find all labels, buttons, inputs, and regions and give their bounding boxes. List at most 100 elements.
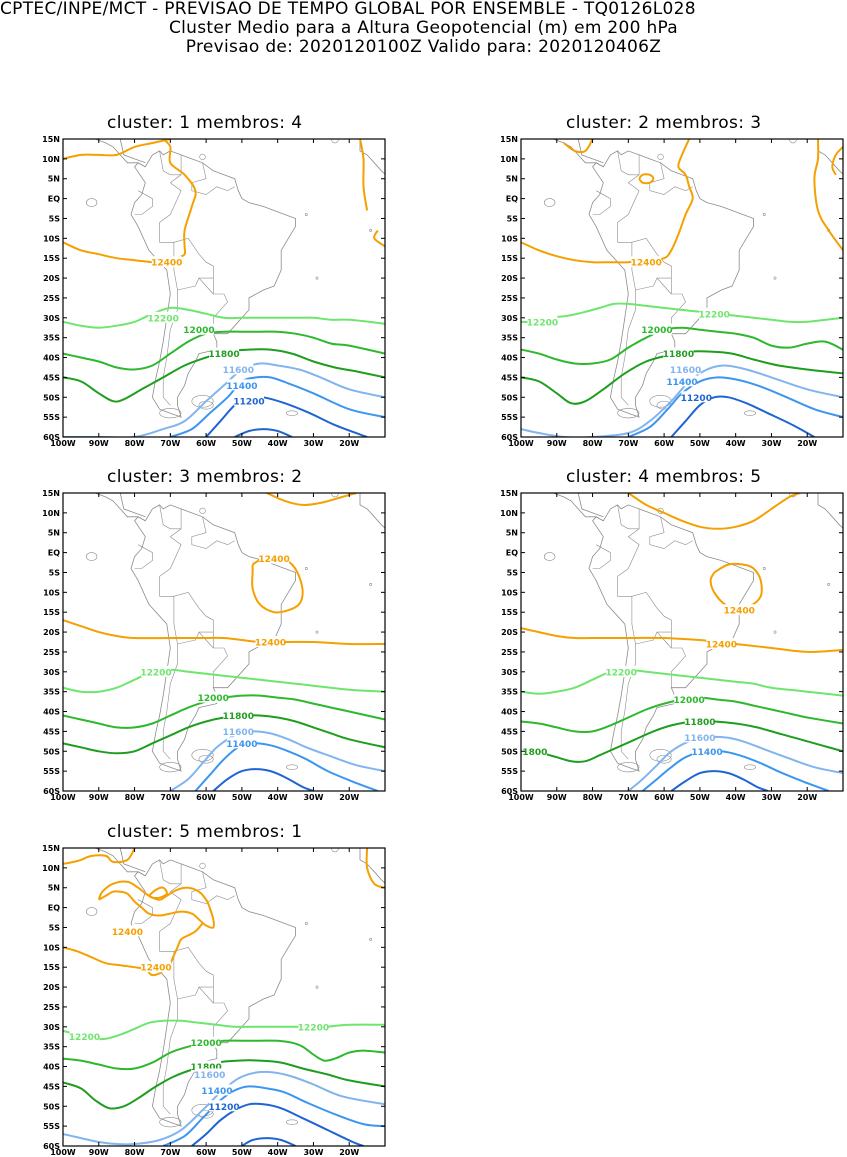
map-panel: 12400 12400 12200 12000 11800 11600 11400 15N 10… (42, 489, 386, 802)
contour-label: 12000 (198, 694, 229, 704)
map-frame (520, 492, 844, 792)
contour-label: 12400 (724, 607, 755, 617)
contour-label: 11200 (233, 398, 264, 408)
island (315, 276, 319, 280)
island (159, 762, 182, 773)
lat-tick-label: 5N (48, 884, 60, 893)
coastline (119, 848, 146, 873)
lon-tick-label: 50W (232, 439, 252, 448)
lat-tick-label: 50S (43, 747, 60, 756)
contour-line-12000 (63, 330, 385, 371)
lat-tick-label: 15N (42, 135, 60, 144)
lat-tick-label: 10N (500, 509, 518, 518)
contour-label: 12200 (148, 314, 179, 324)
lat-tick-label: 50S (43, 393, 60, 402)
contour-label: 11800 (684, 718, 715, 728)
lat-tick-label: 45S (43, 1082, 60, 1091)
lon-tick-label: 30W (761, 439, 781, 448)
island (304, 213, 308, 216)
contour-line-11800 (63, 714, 385, 755)
lon-tick-label: 90W (89, 439, 109, 448)
lat-tick-label: 30S (501, 668, 518, 677)
island (369, 228, 373, 232)
contour-line-12400 (63, 139, 171, 160)
lat-tick-label: 15N (42, 844, 60, 853)
lat-tick-label: 25S (43, 1003, 60, 1012)
contour-line-11200 (670, 770, 769, 791)
contour-line-11400 (627, 376, 843, 437)
contour-label: 11400 (691, 748, 722, 758)
contour-label: 12400 (631, 259, 662, 269)
lon-tick-label: 40W (268, 439, 288, 448)
lat-tick-label: 15S (43, 254, 60, 263)
coastline (130, 150, 296, 418)
lon-tick-label: 60W (196, 1148, 216, 1157)
island (191, 748, 214, 762)
island (773, 276, 777, 280)
map-frame (62, 492, 386, 792)
panel-title: cluster: 2 membros: 3 (566, 113, 762, 133)
contour-line-12200 (63, 306, 385, 329)
contour-label: 11200 (208, 1103, 239, 1113)
lon-tick-label: 100W (50, 793, 76, 802)
lat-tick-label: 45S (43, 727, 60, 736)
country-border (198, 986, 214, 1004)
lat-tick-label: 5S (49, 214, 61, 223)
island (789, 493, 797, 498)
contour-line-12400 (627, 493, 801, 530)
header-line-2: Cluster Medio para a Altura Geopotencial… (168, 18, 679, 38)
contour-line-11600 (169, 730, 385, 791)
lat-tick-label: 55S (501, 413, 518, 422)
lat-tick-label: 35S (43, 688, 60, 697)
contour-line-11800 (63, 348, 385, 403)
contour-label: 11800 (190, 1063, 221, 1073)
contour-line-12400 (373, 229, 385, 248)
lat-tick-label: 10N (42, 864, 60, 873)
lat-tick-label: 60S (501, 433, 518, 442)
lon-tick-label: 60W (654, 439, 674, 448)
contour-label: 12200 (699, 310, 730, 320)
country-border (656, 277, 672, 295)
lon-tick-label: 20W (339, 793, 359, 802)
lon-tick-label: 20W (339, 1148, 359, 1157)
lat-tick-label: 35S (43, 334, 60, 343)
coastline (552, 493, 604, 522)
contour-line-12400 (63, 139, 197, 264)
island (85, 198, 98, 207)
contour-line-12000 (521, 326, 843, 366)
lat-tick-label: 50S (43, 1102, 60, 1111)
contour-label: 12000 (183, 326, 214, 336)
panel-title: cluster: 3 membros: 2 (107, 467, 303, 487)
lat-tick-label: 25S (43, 648, 60, 657)
lat-tick-label: 60S (43, 787, 60, 796)
contour-label: 12200 (140, 668, 171, 678)
lat-tick-label: 10S (43, 943, 60, 952)
lat-tick-label: EQ (48, 195, 60, 204)
contour-label: 12200 (606, 668, 637, 678)
country-border (159, 859, 182, 885)
lat-tick-label: EQ (506, 549, 518, 558)
lon-tick-label: 90W (89, 1148, 109, 1157)
country-border (592, 190, 611, 215)
lat-tick-label: 15N (500, 489, 518, 498)
lat-tick-label: 50S (501, 393, 518, 402)
lon-tick-label: 70W (618, 793, 638, 802)
contour-label: 11600 (670, 366, 701, 376)
contour-line-11200 (234, 428, 293, 437)
contour-label: 12400 (706, 640, 737, 650)
country-border (656, 631, 672, 649)
island (199, 153, 206, 160)
coastline (119, 139, 146, 164)
lon-tick-label: 60W (654, 793, 674, 802)
contour-label: 11600 (223, 366, 254, 376)
contour-line-12000 (521, 696, 843, 734)
map-frame (520, 138, 844, 438)
coastline (130, 504, 296, 772)
country-border (191, 871, 235, 904)
header-line-1: CPTEC/INPE/MCT - PREVISAO DE TEMPO GLOBA… (0, 0, 696, 19)
contour-line-12400 (63, 619, 385, 646)
lat-tick-label: 5S (507, 568, 519, 577)
lat-tick-label: 60S (501, 787, 518, 796)
country-border (134, 190, 153, 215)
